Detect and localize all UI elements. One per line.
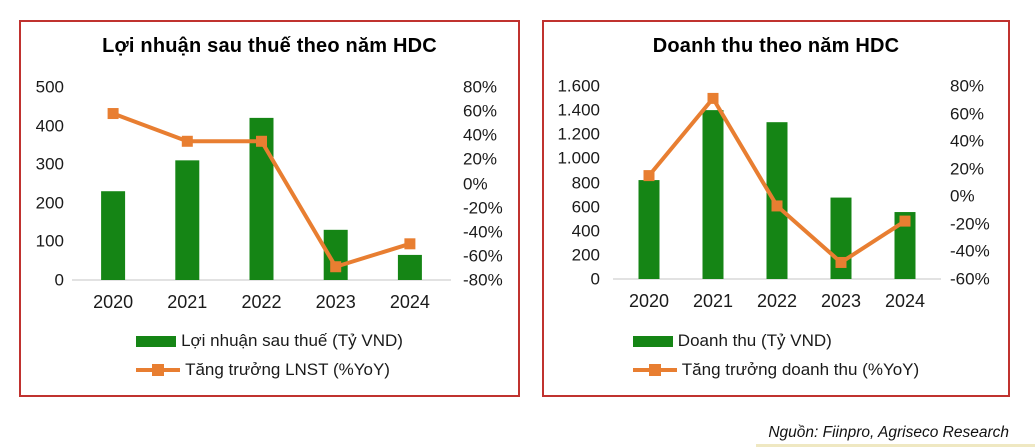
y-axis-left-tick-label: 400 bbox=[571, 221, 600, 241]
line-marker-2022 bbox=[771, 200, 783, 212]
y-axis-left-tick-label: 1.000 bbox=[557, 148, 600, 168]
legend-bar-swatch bbox=[632, 335, 673, 347]
source-highlight-artifact bbox=[756, 444, 1035, 447]
y-axis-right-tick-label: -20% bbox=[950, 214, 990, 234]
revenue-legend: Doanh thu (Tỷ VND) Tăng trưởng doanh thu… bbox=[544, 331, 1008, 389]
y-axis-right-tick-label: -80% bbox=[463, 270, 503, 290]
y-axis-right-tick-label: -40% bbox=[463, 222, 503, 242]
y-axis-left-tick-label: 800 bbox=[571, 173, 600, 192]
y-axis-right-tick-label: 0% bbox=[950, 186, 975, 206]
x-axis-label: 2023 bbox=[820, 291, 862, 311]
y-axis-right-tick-label: 20% bbox=[950, 159, 985, 179]
y-axis-left-tick-label: 0 bbox=[590, 269, 600, 289]
line-marker-2024 bbox=[404, 238, 416, 250]
y-axis-right-tick-label: 0% bbox=[463, 174, 488, 193]
revenue-plot-area bbox=[613, 92, 941, 280]
y-axis-left-tick-label: 400 bbox=[35, 116, 64, 136]
x-axis-label: 2020 bbox=[628, 291, 670, 311]
legend-label-line: Tăng trưởng LNST (%YoY) bbox=[185, 360, 390, 379]
legend-item-bar: Lợi nhuận sau thuế (Tỷ VND) bbox=[136, 331, 403, 351]
y-axis-left-tick-label: 200 bbox=[35, 193, 64, 213]
x-axis-label: 2021 bbox=[167, 292, 208, 312]
bar-2024 bbox=[894, 212, 916, 279]
bar-2020 bbox=[101, 191, 126, 280]
line-marker-2021 bbox=[181, 135, 193, 147]
y-axis-right-tick-label: 60% bbox=[463, 101, 498, 121]
line-marker-2021 bbox=[707, 92, 719, 104]
y-axis-left-tick-label: 1.200 bbox=[557, 124, 600, 144]
line-marker-2023 bbox=[330, 261, 342, 273]
legend-line-swatch bbox=[136, 364, 181, 376]
line-marker-2020 bbox=[643, 170, 655, 182]
bar-2020 bbox=[638, 180, 660, 279]
x-axis-label: 2022 bbox=[241, 292, 282, 312]
chart-title-revenue: Doanh thu theo năm HDC bbox=[652, 35, 900, 57]
line-marker-2020 bbox=[107, 108, 119, 120]
legend-item-line: Tăng trưởng doanh thu (%YoY) bbox=[632, 360, 920, 380]
line-marker-2023 bbox=[835, 256, 847, 268]
x-axis-label: 2021 bbox=[692, 291, 734, 311]
legend-line-swatch bbox=[632, 364, 677, 376]
y-axis-right-tick-label: 80% bbox=[463, 77, 498, 97]
profit-legend: Lợi nhuận sau thuế (Tỷ VND) Tăng trưởng … bbox=[21, 331, 518, 389]
y-axis-right-tick-label: -60% bbox=[463, 246, 503, 266]
y-axis-right-tick-label: 40% bbox=[463, 125, 498, 145]
legend-bar-swatch bbox=[136, 335, 177, 347]
bar-2024 bbox=[397, 254, 422, 280]
bar-2021 bbox=[175, 160, 200, 280]
y-axis-left-tick-label: 1.400 bbox=[557, 100, 600, 120]
line-marker-2024 bbox=[899, 215, 911, 227]
legend-label-line: Tăng trưởng doanh thu (%YoY) bbox=[681, 360, 920, 379]
y-axis-left-tick-label: 0 bbox=[54, 270, 64, 290]
profit-plot-area bbox=[72, 108, 451, 281]
revenue-chart-panel: Doanh thu theo năm HDC Doanh thu (Tỷ VND… bbox=[542, 20, 1010, 397]
legend-label-bar: Lợi nhuận sau thuế (Tỷ VND) bbox=[181, 331, 403, 350]
x-axis-label: 2022 bbox=[756, 291, 798, 311]
chart-title-profit: Lợi nhuận sau thuế theo năm HDC bbox=[102, 35, 437, 57]
y-axis-right-tick-label: 20% bbox=[463, 149, 498, 169]
y-axis-right-tick-label: 60% bbox=[950, 104, 985, 124]
line-marker-2022 bbox=[256, 135, 267, 147]
x-axis-label: 2024 bbox=[389, 292, 430, 312]
x-axis-label: 2020 bbox=[93, 292, 134, 312]
profit-chart-panel: Lợi nhuận sau thuế theo năm HDC Lợi nhuậ… bbox=[19, 20, 520, 397]
y-axis-left-tick-label: 200 bbox=[571, 245, 600, 265]
y-axis-left-tick-label: 500 bbox=[35, 77, 64, 97]
legend-item-bar: Doanh thu (Tỷ VND) bbox=[632, 331, 919, 351]
y-axis-left-tick-label: 600 bbox=[571, 197, 600, 217]
y-axis-left-tick-label: 1.600 bbox=[557, 76, 600, 96]
y-axis-right-tick-label: -40% bbox=[950, 241, 990, 261]
y-axis-left-tick-label: 300 bbox=[35, 154, 64, 174]
x-axis-label: 2024 bbox=[884, 291, 926, 311]
legend-label-bar: Doanh thu (Tỷ VND) bbox=[677, 331, 832, 350]
bar-2021 bbox=[702, 110, 724, 279]
legend-item-line: Tăng trưởng LNST (%YoY) bbox=[136, 360, 403, 380]
source-note: Nguồn: Fiinpro, Agriseco Research bbox=[768, 424, 1009, 441]
y-axis-right-tick-label: -20% bbox=[463, 198, 503, 218]
y-axis-right-tick-label: 40% bbox=[950, 131, 985, 151]
y-axis-right-tick-label: -60% bbox=[950, 269, 990, 289]
x-axis-label: 2023 bbox=[315, 292, 356, 312]
y-axis-right-tick-label: 80% bbox=[950, 76, 985, 96]
y-axis-left-tick-label: 100 bbox=[35, 231, 64, 251]
